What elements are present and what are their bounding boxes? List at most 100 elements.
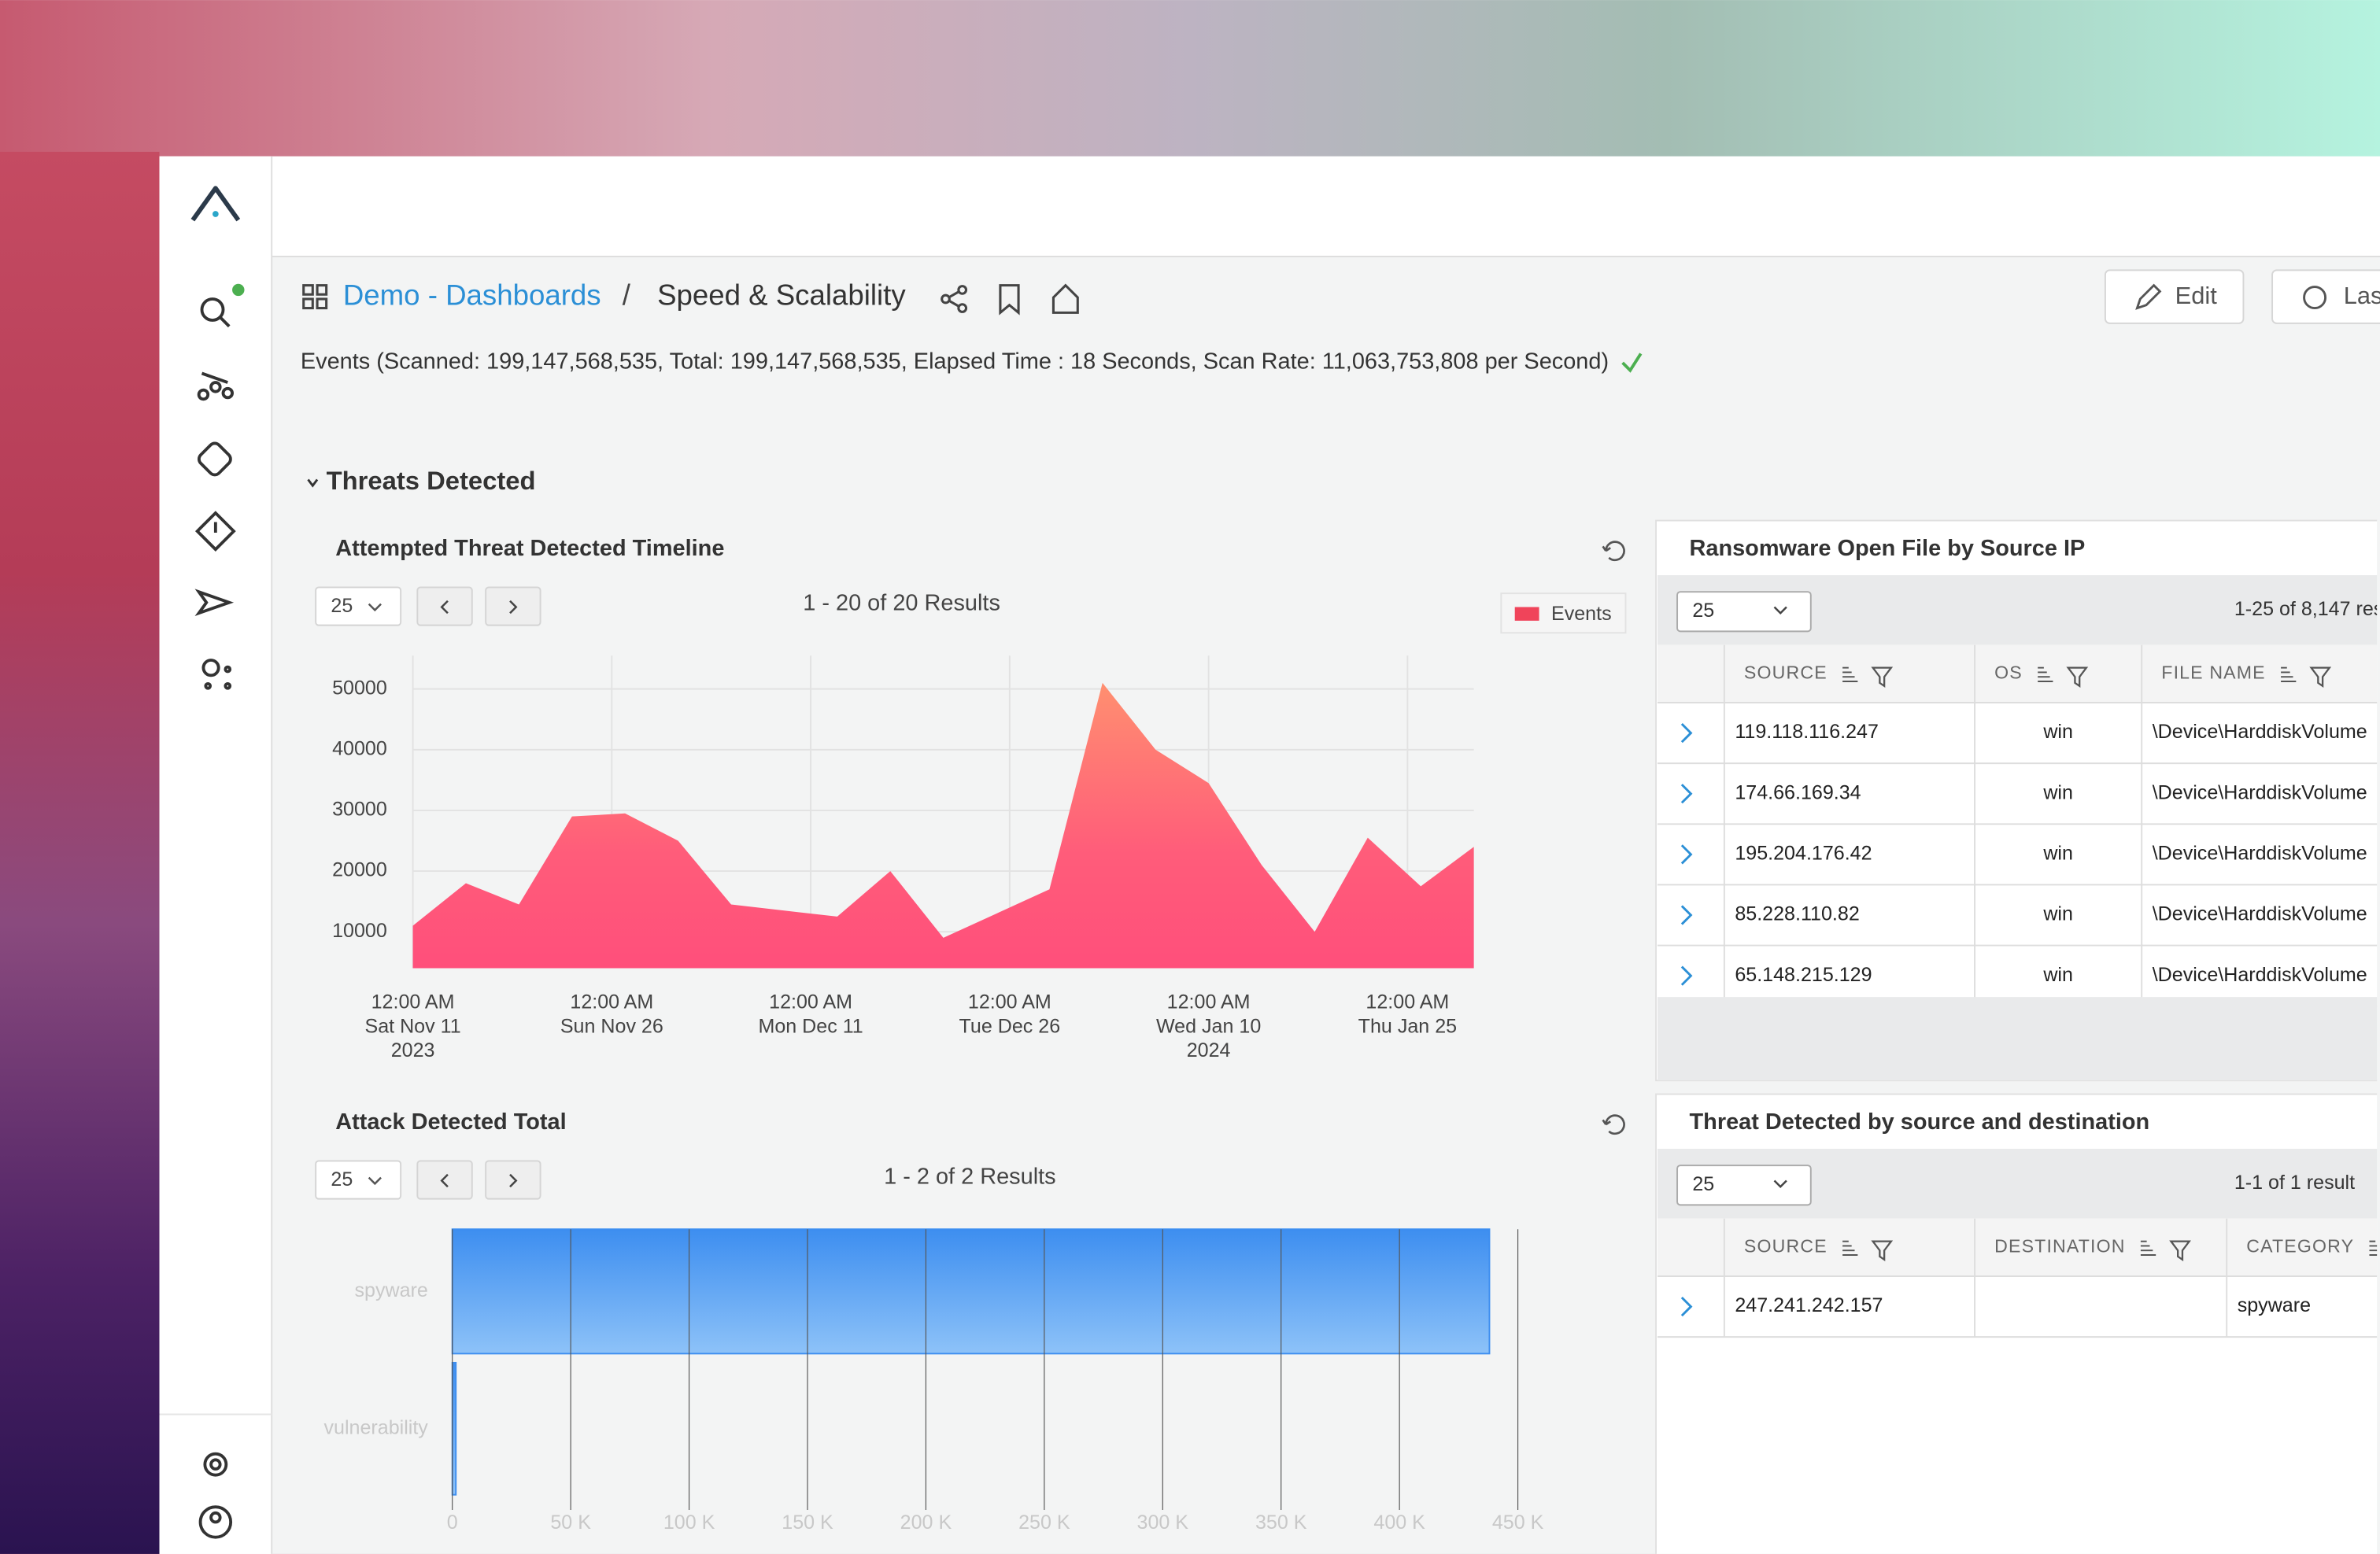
arrow-icon <box>440 1173 449 1188</box>
sidebar-icons[interactable] <box>194 297 236 1539</box>
x-tick-label: Thu Jan 25 <box>1358 1015 1457 1037</box>
page-size-select[interactable] <box>315 586 402 626</box>
x-tick-label: 12:00 AM <box>1366 991 1449 1013</box>
cell: \Device\HarddiskVolume <box>2153 781 2367 803</box>
x-tick-label: 12:00 AM <box>1167 991 1251 1013</box>
content: Attempted Threat Detected Timeline 25 1 - … <box>315 519 2380 1554</box>
page-size-select[interactable] <box>1676 1165 1812 1206</box>
column-header[interactable]: OS <box>1994 662 2023 682</box>
filter-icon[interactable] <box>1871 1240 1894 1261</box>
cell: win <box>2042 781 2073 803</box>
background-left <box>0 151 160 1554</box>
page-size-select[interactable] <box>315 1160 402 1200</box>
expand-icon[interactable] <box>1680 844 1693 865</box>
cell: \Device\HarddiskVolume <box>2153 842 2367 864</box>
x-tick-label: Mon Dec 11 <box>758 1015 863 1037</box>
legend-label: Events <box>1551 603 1612 625</box>
table-footer <box>1658 997 2378 1081</box>
cell: 195.204.176.42 <box>1735 842 1872 864</box>
x-tick-label: 0 <box>447 1512 458 1534</box>
x-tick-label: 12:00 AM <box>968 991 1051 1013</box>
page-button[interactable] <box>416 1160 473 1200</box>
results-count: 1-1 of 1 result <box>2234 1172 2355 1194</box>
y-tick-label: 30000 <box>332 799 387 821</box>
cell: 247.241.242.157 <box>1735 1294 1883 1316</box>
filter-icon[interactable] <box>2066 666 2089 688</box>
chevron <box>1773 606 1787 615</box>
category-label: vulnerability <box>324 1416 429 1438</box>
expand-icon[interactable] <box>1680 784 1693 804</box>
x-tick-label: 100 K <box>663 1512 715 1534</box>
logo-dot <box>213 211 219 217</box>
column-header[interactable]: FILE NAME <box>2161 662 2266 682</box>
column-header[interactable]: DESTINATION <box>1994 1235 2125 1256</box>
cell: 174.66.169.34 <box>1735 781 1861 803</box>
x-tick-label: Sat Nov 11 <box>365 1015 461 1037</box>
time-label[interactable]: Las <box>2344 282 2380 309</box>
x-tick-label: 12:00 AM <box>371 991 455 1013</box>
filter-icon[interactable] <box>2309 666 2332 688</box>
y-tick-label: 10000 <box>332 920 387 942</box>
filter-icon[interactable] <box>2169 1240 2191 1261</box>
expand-icon[interactable] <box>1680 1296 1693 1317</box>
collapse-icon[interactable] <box>307 478 319 488</box>
cell: \Device\HarddiskVolume <box>2153 721 2367 743</box>
x-tick-label: Sun Nov 26 <box>560 1015 663 1037</box>
column-header[interactable]: SOURCE <box>1744 1235 1828 1256</box>
x-tick-label: 50 K <box>550 1512 591 1534</box>
x-tick-label: 450 K <box>1492 1512 1544 1534</box>
arrow-icon <box>440 600 449 615</box>
page-size: 25 <box>331 595 353 617</box>
arrow-icon <box>509 600 518 615</box>
bar <box>451 1228 1491 1355</box>
arrow-icon <box>509 1173 518 1188</box>
table-header <box>1658 1218 2378 1276</box>
y-tick-label: 50000 <box>332 677 387 699</box>
edit-button[interactable] <box>2104 269 2245 324</box>
x-tick-label: Wed Jan 10 <box>1156 1015 1261 1037</box>
breadcrumb-link[interactable]: Demo - Dashboards <box>343 279 601 312</box>
status-dot <box>232 283 245 297</box>
x-tick-label: 250 K <box>1018 1512 1070 1534</box>
results-count: 1 - 2 of 2 Results <box>884 1164 1056 1189</box>
chevron <box>368 603 382 612</box>
logo <box>190 186 241 222</box>
expand-icon[interactable] <box>1680 905 1693 925</box>
panel-title: Ransomware Open File by Source IP <box>1690 536 2086 561</box>
page-size: 25 <box>1692 1173 1714 1195</box>
page-button[interactable] <box>416 586 473 626</box>
cell: 119.118.116.247 <box>1735 721 1879 743</box>
page-button[interactable] <box>485 1160 541 1200</box>
x-tick-label: 300 K <box>1137 1512 1189 1534</box>
page-button[interactable] <box>485 586 541 626</box>
status-text: Events (Scanned: 199,147,568,535, Total:… <box>301 349 1609 375</box>
refresh-icon[interactable] <box>1602 1114 1625 1135</box>
top-bar <box>159 156 2380 257</box>
filter-icon[interactable] <box>1871 666 1894 688</box>
column-header[interactable]: CATEGORY <box>2246 1235 2354 1256</box>
breadcrumb-separator: / <box>623 279 631 312</box>
column-header[interactable]: SOURCE <box>1744 662 1828 682</box>
page-size-select[interactable] <box>1676 591 1812 633</box>
x-tick-label: 12:00 AM <box>570 991 653 1013</box>
cell: win <box>2042 842 2073 864</box>
panel-title: Attempted Threat Detected Timeline <box>335 536 724 561</box>
cell: win <box>2042 903 2073 925</box>
edit-label[interactable]: Edit <box>2175 282 2218 309</box>
cell: 85.228.110.82 <box>1735 903 1859 925</box>
header-icons[interactable] <box>941 283 1079 316</box>
check-icon <box>1621 353 1643 373</box>
category-label: spyware <box>355 1279 428 1301</box>
expand-icon[interactable] <box>1680 965 1693 986</box>
x-tick-label: Tue Dec 26 <box>959 1015 1061 1037</box>
page-size: 25 <box>1692 600 1714 622</box>
refresh-icon[interactable] <box>1602 541 1625 562</box>
cell: win <box>2042 721 2073 743</box>
x-tick-label: 12:00 AM <box>769 991 852 1013</box>
x-tick-label: 2024 <box>1187 1039 1231 1061</box>
legend-swatch <box>1514 607 1539 621</box>
results-count: 1-25 of 8,147 res <box>2234 598 2380 620</box>
expand-icon[interactable] <box>1680 722 1693 744</box>
